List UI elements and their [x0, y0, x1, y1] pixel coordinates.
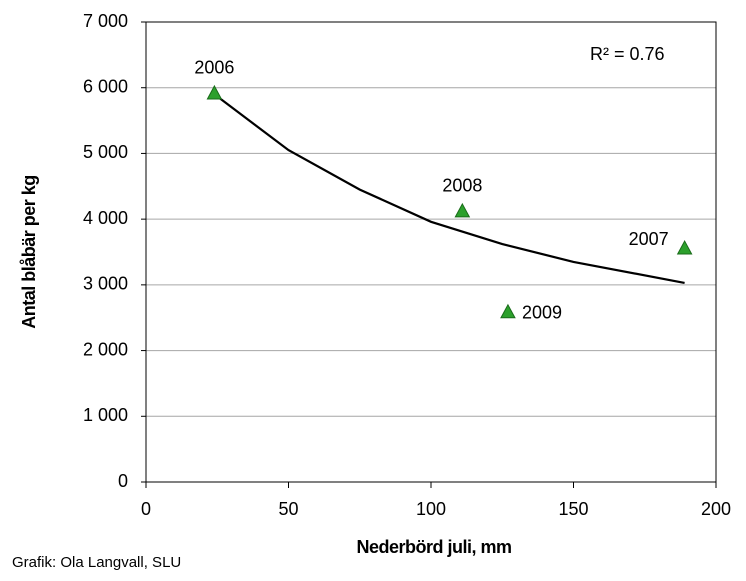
point [454, 202, 471, 218]
point-label: 2008 [442, 176, 482, 196]
y-tick-label: 5 000 [83, 142, 128, 162]
y-tick-label: 0 [118, 471, 128, 491]
y-axis-label: Antal blåbär per kg [19, 175, 39, 329]
point-label: 2009 [522, 303, 562, 323]
y-tick-label: 4 000 [83, 208, 128, 228]
y-tick-label: 1 000 [83, 405, 128, 425]
plot-frame [145, 21, 717, 483]
annotation: R² = 0.76 [590, 44, 665, 64]
point [676, 240, 693, 255]
x-tick-label: 0 [141, 499, 151, 519]
point-label: 2006 [194, 58, 234, 78]
y-tick-label: 7 000 [83, 11, 128, 31]
x-axis-label: Nederbörd juli, mm [356, 537, 511, 557]
x-tick-label: 100 [416, 499, 446, 519]
y-tick-label: 2 000 [83, 339, 128, 359]
point [500, 303, 516, 319]
y-tick-label: 6 000 [83, 76, 128, 96]
x-tick-label: 200 [701, 499, 731, 519]
y-tick-label: 3 000 [83, 274, 128, 294]
point-label: 2007 [629, 229, 669, 249]
point [206, 84, 223, 100]
trendline [213, 93, 685, 284]
source: Grafik: Ola Langvall, SLU [12, 554, 181, 571]
x-tick-label: 150 [558, 499, 588, 519]
x-tick-label: 50 [278, 499, 298, 519]
